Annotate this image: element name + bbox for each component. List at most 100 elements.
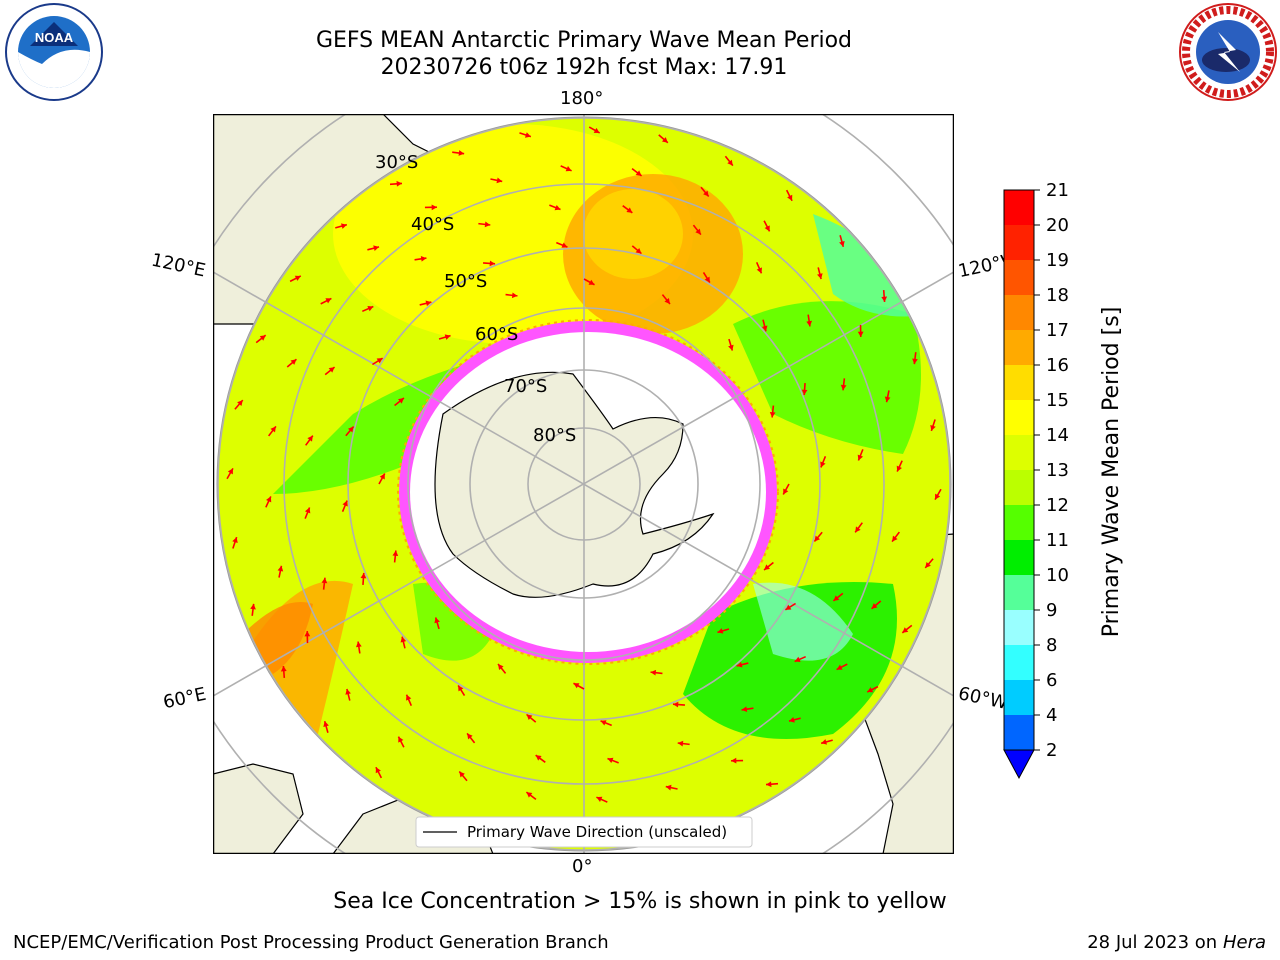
wave-arrow-head xyxy=(787,194,793,201)
noaa-logo: NOAA xyxy=(5,3,103,101)
wave-arrow-head xyxy=(250,603,256,610)
title-line-1: GEFS MEAN Antarctic Primary Wave Mean Pe… xyxy=(315,28,853,53)
wave-arrow-head xyxy=(794,656,801,663)
wave-arrow-head xyxy=(489,260,496,267)
wave-arrow-head xyxy=(328,367,335,373)
wave-arrow-head xyxy=(526,792,533,798)
wave-arrow-head xyxy=(867,687,874,693)
nws-logo xyxy=(1179,3,1277,101)
wave-arrow-head xyxy=(806,320,813,327)
wave-arrow-head xyxy=(783,488,789,495)
wave-arrow-head xyxy=(600,720,607,726)
wave-arrow-head xyxy=(535,755,542,761)
wave-arrow-head xyxy=(524,132,531,138)
wave-arrow-head xyxy=(321,577,328,584)
colorbar-swatch xyxy=(1004,470,1034,505)
wave-arrow-head xyxy=(892,535,898,542)
colorbar-swatch xyxy=(1004,540,1034,575)
wave-arrow-head xyxy=(764,225,770,232)
wave-arrow-head xyxy=(785,604,792,610)
wave-arrow-head xyxy=(561,242,568,248)
wave-direction-arrows xyxy=(226,126,942,803)
title-line-2: 20230726 t06z 192h fcst Max: 17.91 xyxy=(380,55,788,80)
wave-arrow-head xyxy=(650,669,657,676)
wave-arrow-head xyxy=(736,661,743,668)
wave-arrow-head xyxy=(665,784,672,791)
wave-arrow-head xyxy=(857,454,864,461)
colorbar-swatch xyxy=(1004,610,1034,645)
wave-arrow-head xyxy=(323,721,329,728)
wave-arrow-head xyxy=(607,757,614,764)
wave-arrow-head xyxy=(355,641,362,648)
colorbar-swatch xyxy=(1004,365,1034,400)
wave-arrow-head xyxy=(836,664,843,670)
wave-arrow-head xyxy=(227,468,233,475)
wave-arrow-head xyxy=(704,276,710,283)
wave-arrow-head xyxy=(526,714,533,721)
wave-arrow-head xyxy=(232,537,238,544)
legend-label: Primary Wave Direction (unscaled) xyxy=(467,823,727,841)
wave-arrow-head xyxy=(695,228,701,235)
colorbar-swatch xyxy=(1004,715,1034,750)
colorbar-swatch xyxy=(1004,190,1034,225)
wave-arrow-head xyxy=(881,296,888,302)
wave-arrow-head xyxy=(425,300,432,307)
colorbar-tick-label: 10 xyxy=(1046,565,1069,586)
wave-arrow-head xyxy=(817,273,823,280)
wave-arrow-head xyxy=(814,535,821,542)
wave-arrow-head xyxy=(573,683,580,689)
wave-arrow-head xyxy=(434,617,440,624)
colorbar-tick-label: 8 xyxy=(1046,635,1057,656)
colorbar-extend xyxy=(1003,749,1035,780)
wave-arrow-head xyxy=(677,740,684,747)
lat-label-30s: 30°S xyxy=(375,152,418,173)
footer-organization: NCEP/EMC/Verification Post Processing Pr… xyxy=(13,932,609,953)
wave-arrow-head xyxy=(761,325,768,332)
wave-arrow-head xyxy=(376,358,383,364)
colorbar-swatch xyxy=(1004,575,1034,610)
wave-arrow-head xyxy=(325,298,332,304)
colorbar-tick-label: 2 xyxy=(1046,740,1057,761)
graticule xyxy=(213,114,954,854)
wave-arrow-head xyxy=(896,465,902,472)
colorbar-tick-label: 11 xyxy=(1046,530,1069,551)
lon-label-180: 180° xyxy=(560,88,604,109)
wave-arrow-head xyxy=(398,736,404,743)
colorbar-tick-label: 18 xyxy=(1046,285,1069,306)
wave-arrow-head xyxy=(405,694,412,701)
wave-arrow-head xyxy=(420,255,427,262)
wave-arrow-head xyxy=(304,631,311,637)
wave-arrow-head xyxy=(379,473,385,480)
colorbar-tick-label: 13 xyxy=(1046,460,1069,481)
wave-arrow-head xyxy=(857,331,864,337)
colorbar-swatch xyxy=(1004,330,1034,365)
map-legend: Primary Wave Direction (unscaled) xyxy=(415,816,753,848)
wave-arrow-head xyxy=(400,636,407,643)
wave-arrow-head xyxy=(788,717,795,723)
colorbar-tick-label: 12 xyxy=(1046,495,1069,516)
wave-arrow-head xyxy=(294,275,301,281)
wave-arrow-head xyxy=(801,389,808,396)
wave-arrow-head xyxy=(304,507,311,514)
wave-arrow-head xyxy=(840,384,847,391)
wave-arrow-head xyxy=(593,127,600,133)
colorbar-tick-label: 9 xyxy=(1046,600,1057,621)
wave-arrow-head xyxy=(342,500,348,507)
wave-arrow-head xyxy=(444,334,451,340)
wave-arrow-head xyxy=(396,180,402,187)
wave-arrow-head xyxy=(731,757,737,764)
wave-arrow-head xyxy=(459,771,465,778)
polar-map: 30°S 40°S 50°S 60°S 70°S 80°S Primary Wa… xyxy=(213,114,954,854)
wave-arrow-head xyxy=(902,627,909,633)
wave-arrow-head xyxy=(672,701,679,708)
wave-arrow-head xyxy=(565,166,572,172)
wave-arrow-head xyxy=(467,733,473,740)
colorbar-tick-label: 21 xyxy=(1046,180,1069,201)
wave-arrow-head xyxy=(821,739,828,745)
lat-label-40s: 40°S xyxy=(411,214,454,235)
wave-arrow-head xyxy=(635,170,642,176)
wave-arrow-head xyxy=(935,493,941,500)
colorbar-swatch xyxy=(1004,260,1034,295)
wave-arrow-head xyxy=(237,400,243,407)
colorbar-tick-label: 15 xyxy=(1046,390,1069,411)
